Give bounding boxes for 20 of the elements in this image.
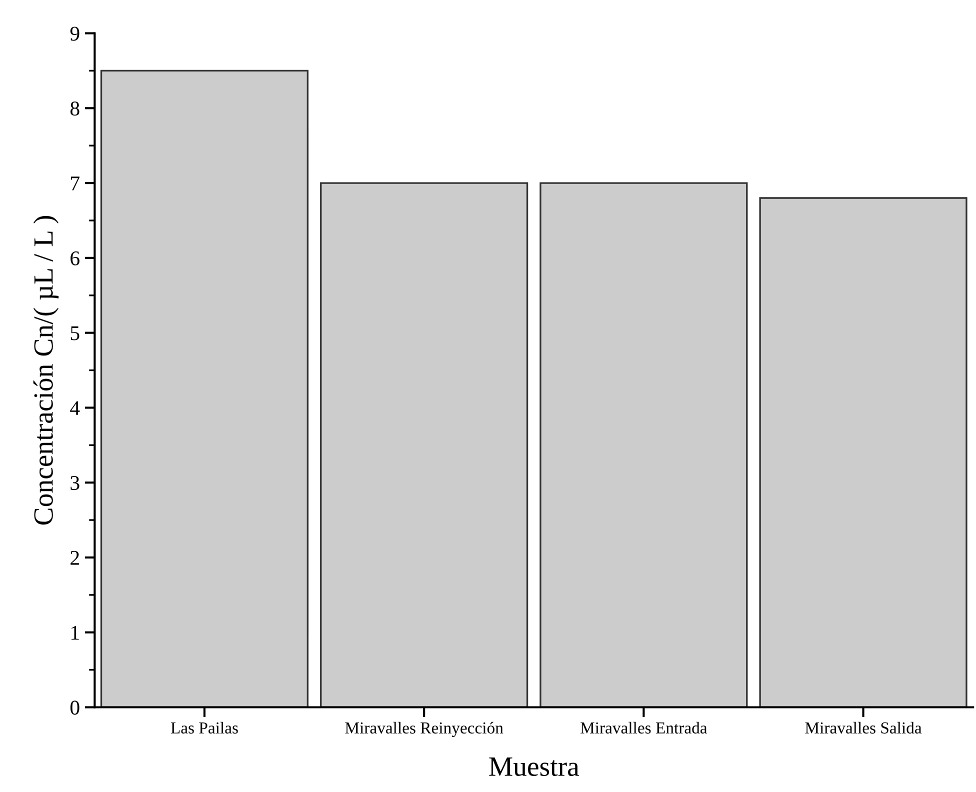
y-tick-label: 4: [70, 401, 80, 415]
x-tick-label: Miravalles Reinyección: [345, 722, 504, 738]
y-tick-label: 5: [70, 326, 80, 340]
x-tick-label: Miravalles Salida: [805, 722, 922, 734]
bar: [320, 182, 528, 708]
y-tick-label: 0: [70, 700, 80, 715]
y-tick-label: 3: [70, 476, 80, 490]
y-axis-title: Concentración Cn/( µL / L ): [33, 216, 59, 525]
y-tick-label: 9: [70, 26, 80, 41]
bar: [540, 182, 748, 708]
bar: [100, 70, 309, 708]
y-tick-label: 2: [70, 550, 79, 565]
x-axis-title: Muestra: [489, 758, 579, 776]
y-tick-label: 8: [70, 102, 80, 116]
x-tick-label: Miravalles Entrada: [580, 722, 708, 734]
y-tick-label: 6: [70, 251, 80, 266]
x-tick-label: Las Pailas: [170, 722, 238, 734]
y-tick-label: 7: [71, 176, 80, 190]
y-tick-label: 1: [72, 626, 79, 640]
bar: [759, 197, 968, 708]
